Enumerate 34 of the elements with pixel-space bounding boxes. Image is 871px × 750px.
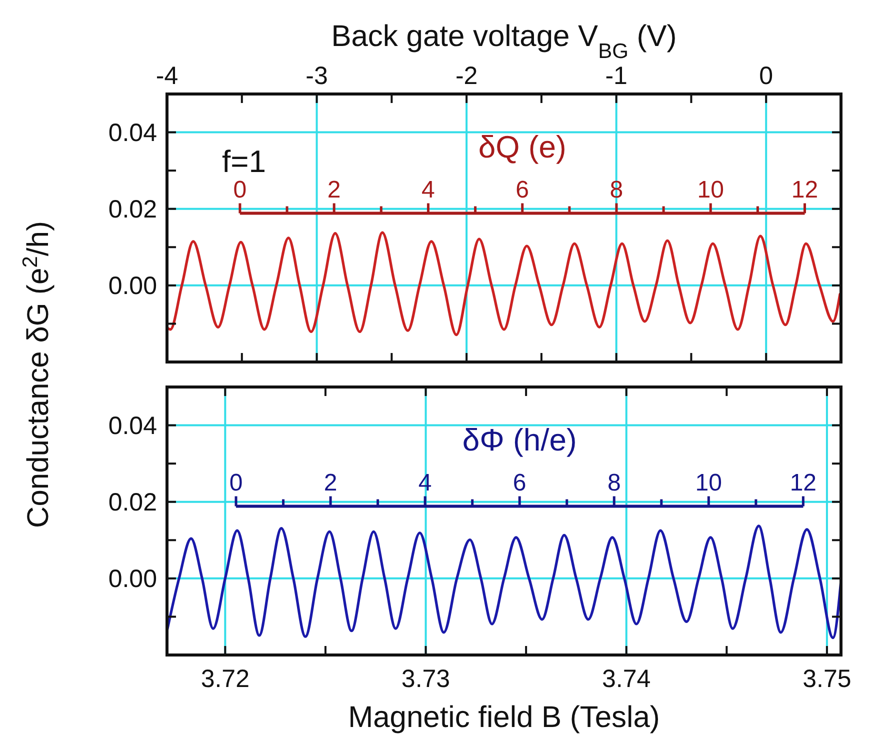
y-tick-label: 0.02 <box>108 488 157 517</box>
x2-tick-label: 0 <box>759 62 774 90</box>
x-tick-label: 2 <box>327 176 341 204</box>
x-axis-title: Magnetic field B (Tesla) <box>348 701 660 734</box>
line-series <box>166 231 842 336</box>
y-tick-label: 0.00 <box>108 272 157 300</box>
x-tick-label: 6 <box>516 176 530 204</box>
x-tick-label: 12 <box>791 176 818 204</box>
x2-tick-label: 2 <box>324 469 338 496</box>
y-tick-label: 0.04 <box>108 119 158 148</box>
x2-axis-title: δΦ (h/e) <box>462 422 577 458</box>
x2-axis-title: Back gate voltage V$_{BG}$ (V) <box>331 20 677 62</box>
x-tick-label: 10 <box>697 176 724 204</box>
annotation: f=1 <box>222 144 266 179</box>
y-tick-label: 0.02 <box>108 196 157 224</box>
x-tick-label: 3.73 <box>401 665 450 693</box>
line-series <box>166 524 842 640</box>
y-tick-label: 0.04 <box>108 412 158 440</box>
x-tick-label: 3.72 <box>200 665 250 693</box>
x2-tick-label: 0 <box>229 469 243 496</box>
x2-tick-label: 6 <box>512 469 526 496</box>
y-tick-label: 0.00 <box>108 565 157 594</box>
x2-tick-label: -4 <box>156 62 178 90</box>
x-tick-label: 3.75 <box>802 665 852 693</box>
x2-tick-label: 10 <box>695 469 722 496</box>
x2-tick-label: 12 <box>790 469 817 496</box>
x2-tick-label: -2 <box>455 62 478 90</box>
x-axis-title: δQ (e) <box>478 129 566 164</box>
x-tick-label: 3.74 <box>602 665 651 693</box>
x2-tick-label: -3 <box>306 62 328 90</box>
x2-tick-label: 8 <box>607 469 621 496</box>
x2-tick-label: -1 <box>605 62 628 90</box>
x-tick-label: 4 <box>422 176 435 204</box>
x-tick-label: 0 <box>233 176 247 204</box>
